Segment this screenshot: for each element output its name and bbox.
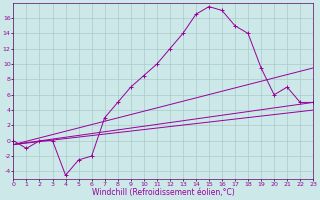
X-axis label: Windchill (Refroidissement éolien,°C): Windchill (Refroidissement éolien,°C): [92, 188, 235, 197]
